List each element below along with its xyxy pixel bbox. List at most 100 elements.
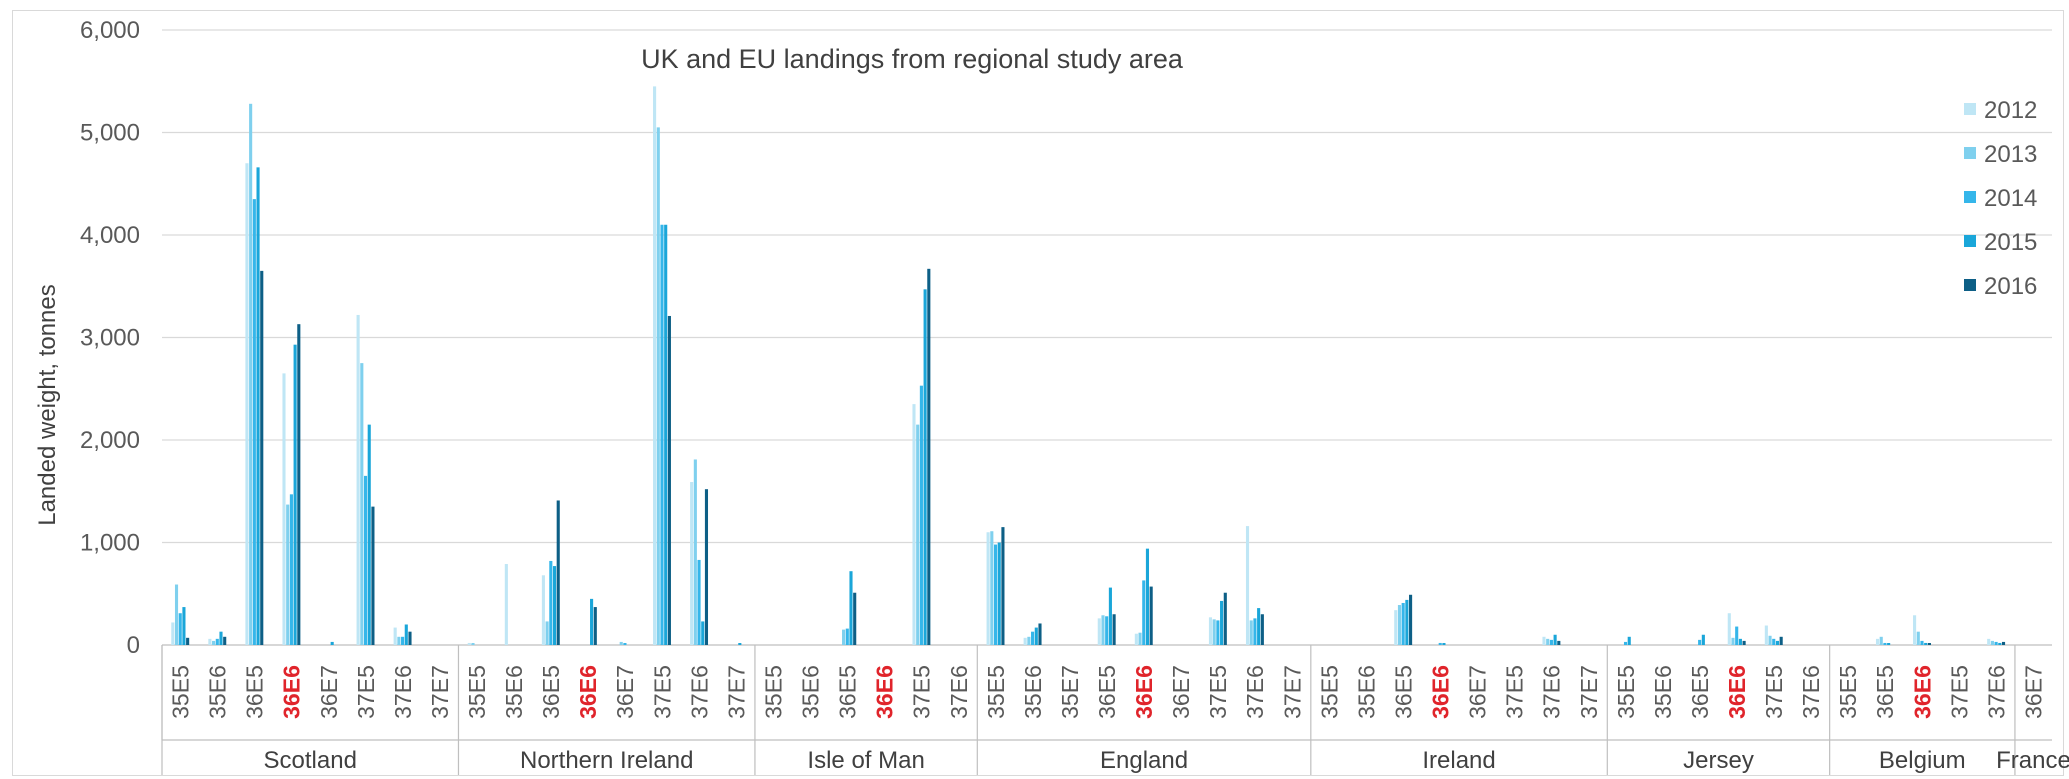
category-label: 37E5 [1946, 665, 1972, 719]
category-label: 36E7 [2020, 665, 2046, 719]
bar [1027, 636, 1031, 645]
bar [249, 103, 253, 646]
bar [986, 532, 990, 645]
bar [286, 504, 290, 645]
category-label: 36E5 [1687, 665, 1713, 719]
bar [1920, 640, 1924, 645]
category-label: 37E6 [946, 665, 972, 719]
bar [363, 475, 368, 645]
bar [2001, 641, 2006, 645]
bar [1553, 634, 1557, 645]
category-label: 35E5 [1835, 665, 1861, 719]
bar [549, 560, 553, 645]
bar [1138, 632, 1142, 645]
category-label: 37E7 [1576, 665, 1602, 719]
legend-label: 2012 [1984, 97, 2037, 124]
bar [545, 621, 549, 645]
category-label: 36E5 [242, 665, 268, 719]
bar [916, 424, 920, 645]
bar [293, 344, 297, 645]
bar [212, 640, 216, 645]
group-label: Isle of Man [807, 747, 924, 774]
bar [1779, 636, 1783, 645]
bars [171, 86, 2006, 646]
bar [1698, 639, 1702, 645]
category-label: 35E6 [1650, 665, 1676, 719]
category-label: 35E6 [501, 665, 527, 719]
bar [701, 621, 705, 645]
bar [1549, 639, 1553, 645]
y-axis-label: Landed weight, tonnes [34, 284, 61, 526]
bar [1220, 600, 1224, 645]
bar [923, 289, 927, 645]
bar [1927, 643, 1931, 645]
bar [1401, 602, 1405, 645]
category-label: 35E6 [205, 665, 231, 719]
bar [1145, 548, 1150, 645]
bar [1212, 619, 1216, 645]
bar [993, 544, 998, 645]
bar [1409, 594, 1413, 645]
legend: 2012 2013 2014 2015 2016 [1964, 97, 2037, 300]
category-label: 37E6 [1983, 665, 2009, 719]
category-label: 36E5 [1872, 665, 1898, 719]
category-label: 36E6 [1909, 665, 1935, 719]
bar [1260, 614, 1264, 645]
bar [1775, 640, 1780, 645]
bar [619, 641, 623, 645]
bar [1546, 638, 1550, 645]
bar [1105, 616, 1109, 645]
group-label: Scotland [264, 747, 357, 774]
bar [1097, 618, 1101, 645]
gridlines [162, 29, 2052, 646]
bar [1438, 642, 1442, 645]
bar [1253, 618, 1257, 645]
bar [552, 566, 557, 645]
legend-swatch [1964, 147, 1976, 159]
bar [1031, 631, 1035, 645]
bar [360, 363, 364, 645]
bar [282, 373, 286, 645]
legend-label: 2016 [1984, 273, 2037, 300]
group-label: Jersey [1683, 747, 1754, 774]
y-tick-label: 4,000 [80, 222, 140, 249]
bar [1134, 633, 1138, 645]
category-label: 35E5 [1316, 665, 1342, 719]
category-label: 36E6 [575, 665, 601, 719]
bar [990, 531, 994, 645]
category-label: 36E6 [279, 665, 305, 719]
y-tick-label: 2,000 [80, 427, 140, 454]
group-label: France [1996, 747, 2069, 774]
bar [590, 598, 594, 645]
bar [1924, 642, 1928, 645]
bar [467, 642, 471, 645]
bar [1913, 615, 1917, 645]
bar [182, 607, 186, 645]
bar [842, 629, 846, 645]
bar [1112, 614, 1116, 645]
category-label: 36E6 [1428, 665, 1454, 719]
bar [623, 643, 627, 645]
bar [404, 624, 408, 645]
x-axis: 35E5 35E6 36E5 36E6 36E7 37E5 37E6 37E7 35E5 35E6… [161, 645, 2069, 775]
category-label: 37E7 [427, 665, 453, 719]
category-label: 37E5 [909, 665, 935, 719]
bar [697, 559, 701, 645]
category-label: 35E5 [760, 665, 786, 719]
category-label: 37E6 [1242, 665, 1268, 719]
bar [1101, 615, 1105, 645]
chart-frame [12, 10, 2064, 776]
bar [1879, 636, 1883, 645]
bar [504, 564, 508, 645]
bar [693, 459, 697, 645]
bar [1701, 634, 1705, 645]
bar [853, 592, 857, 645]
category-label: 37E5 [1502, 665, 1528, 719]
y-tick-label: 1,000 [80, 530, 140, 557]
category-label: 37E5 [353, 665, 379, 719]
bar [297, 324, 301, 645]
bar [1142, 580, 1146, 645]
bar [1394, 610, 1398, 645]
bar [401, 636, 405, 645]
bar [186, 637, 190, 645]
